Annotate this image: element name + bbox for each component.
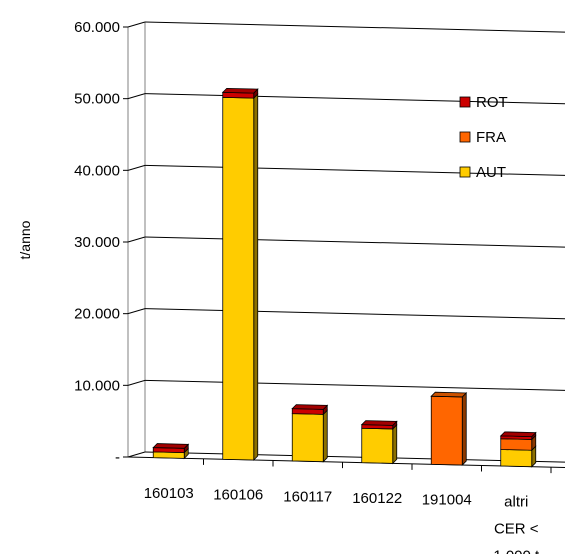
x-tick-label: altri <box>504 493 528 510</box>
gridline <box>144 308 565 320</box>
bar-segment-fra <box>500 438 533 451</box>
gridline-depth <box>127 93 146 100</box>
x-tick-label: 160106 <box>213 487 263 504</box>
bar-top <box>221 87 259 94</box>
y-tick-label: 50.000 <box>74 91 120 108</box>
bar-top <box>499 431 537 438</box>
bar-segment-aut <box>291 413 324 463</box>
bar-side-aut <box>392 423 398 465</box>
gridline <box>144 21 565 33</box>
gridline <box>144 164 565 176</box>
y-tick-label: - <box>115 449 120 466</box>
x-axis-labels: 160103 160106 160117 160122 191004 altri CER <… <box>144 485 540 554</box>
x-tick-label: CER < <box>494 520 539 537</box>
bar-top <box>360 420 398 426</box>
bar-segment-aut <box>222 96 255 461</box>
legend-label-rot: ROT <box>476 94 508 111</box>
y-tick-label: 10.000 <box>74 377 120 394</box>
bars <box>152 87 537 468</box>
gridline <box>144 451 565 463</box>
x-tick-label: 160103 <box>144 485 194 502</box>
x-tick-label: 191004 <box>422 492 472 509</box>
bar-segment-aut <box>500 449 533 468</box>
x-axis-line <box>127 456 565 468</box>
gridline <box>144 379 565 391</box>
y-tick-label: 30.000 <box>74 234 120 251</box>
y-axis-label: t/anno <box>17 220 33 259</box>
bar-side-fra <box>461 391 467 466</box>
legend-swatch-aut <box>459 166 471 178</box>
bar-segment-aut <box>361 427 394 464</box>
legend-label-aut: AUT <box>476 164 506 181</box>
gridline-depth <box>127 236 146 243</box>
bar-top <box>430 391 468 398</box>
bar-side-aut <box>322 409 328 463</box>
gridline-depth <box>127 451 146 458</box>
legend-swatch-fra <box>459 131 471 143</box>
bar-side-aut <box>253 93 259 461</box>
legend-label-fra: FRA <box>476 129 506 146</box>
bar-top <box>291 404 329 410</box>
bar-top <box>152 443 190 449</box>
x-tick-label: 160117 <box>283 488 332 505</box>
gridline <box>144 236 565 248</box>
y-tick-label: 20.000 <box>74 306 120 323</box>
legend-swatch-rot <box>459 96 471 108</box>
x-tick-label: 1.000 t <box>493 547 540 554</box>
gridlines <box>127 21 565 463</box>
y-axis-ticks: - 10.000 20.000 30.000 40.000 50.000 60.000 <box>74 19 128 466</box>
gridline-depth <box>127 164 146 171</box>
bar-segment-fra <box>430 395 463 466</box>
y-tick-label: 40.000 <box>74 162 120 179</box>
gridline-depth <box>127 21 146 28</box>
legend: ROT FRA AUT <box>459 94 508 181</box>
x-axis <box>127 456 565 474</box>
gridline-depth <box>127 379 146 386</box>
x-tick-label: 160122 <box>352 490 402 507</box>
gridline <box>144 93 565 105</box>
gridline-depth <box>127 308 146 315</box>
y-tick-label: 60.000 <box>74 19 120 36</box>
